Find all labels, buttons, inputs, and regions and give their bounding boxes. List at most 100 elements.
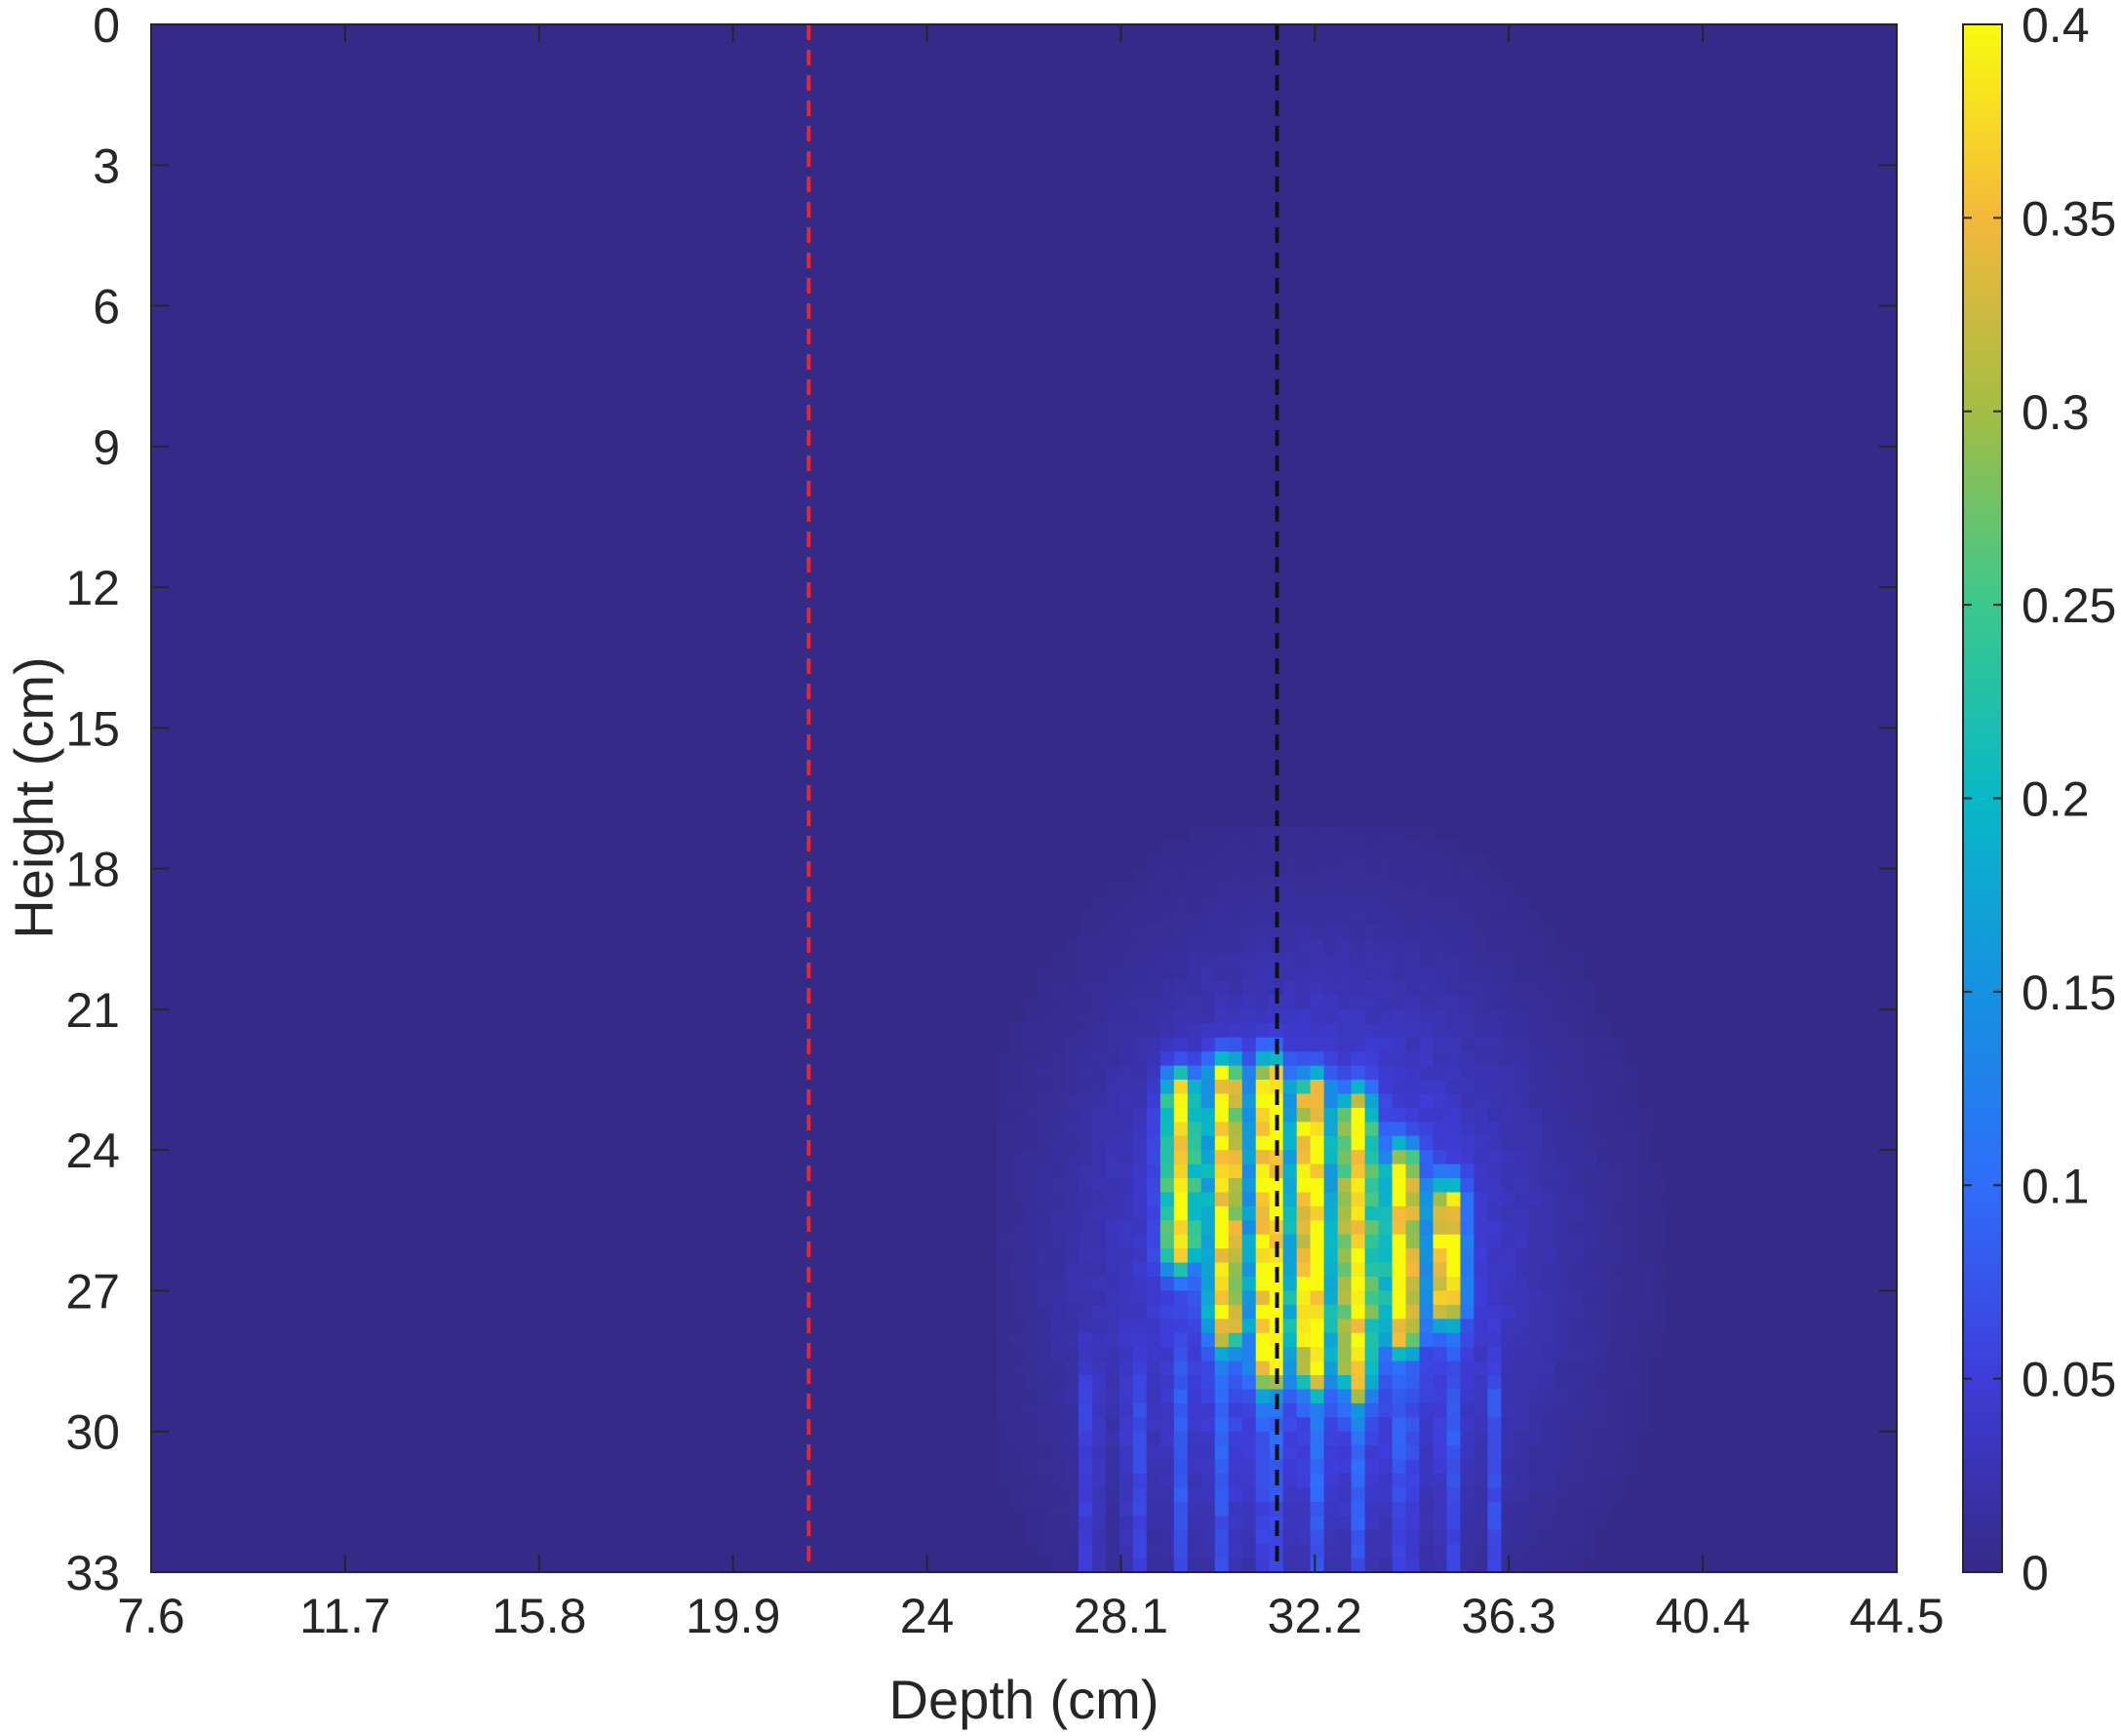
- heatmap-cell: [1514, 1516, 1530, 1531]
- heatmap-cell: [1282, 1445, 1298, 1461]
- heatmap-cell: [1460, 1248, 1475, 1264]
- heatmap-cell: [1010, 1319, 1025, 1334]
- heatmap-cell: [1405, 1375, 1421, 1391]
- heatmap-cell: [1255, 1474, 1271, 1489]
- heatmap-cell: [1146, 925, 1161, 940]
- heatmap-cell: [1296, 910, 1312, 926]
- heatmap-cell: [1119, 1375, 1134, 1391]
- heatmap-cell: [1378, 938, 1394, 954]
- heatmap-cell: [1050, 1417, 1066, 1433]
- heatmap-cell: [1569, 1389, 1584, 1404]
- heatmap-cell: [1064, 1051, 1080, 1067]
- heatmap-cell: [1446, 1487, 1462, 1503]
- heatmap-cell: [1119, 1459, 1134, 1475]
- heatmap-cell: [1419, 1375, 1434, 1391]
- heatmap-cell: [997, 1347, 1011, 1362]
- heatmap-cell: [1583, 1529, 1597, 1545]
- heatmap-cell: [1501, 1080, 1516, 1095]
- heatmap-cell: [1433, 1150, 1448, 1165]
- heatmap-cell: [1132, 1487, 1148, 1503]
- heatmap-cell: [1037, 1290, 1052, 1306]
- heatmap-cell: [1091, 1220, 1107, 1236]
- heatmap-cell: [1064, 1150, 1080, 1165]
- heatmap-cell: [1528, 981, 1543, 997]
- heatmap-cell: [1064, 1234, 1080, 1249]
- heatmap-cell: [1514, 1065, 1530, 1081]
- heatmap-cell: [1583, 1051, 1597, 1067]
- heatmap-cell: [1651, 1178, 1666, 1194]
- heatmap-cell: [1392, 995, 1407, 1010]
- heatmap-cell: [1337, 925, 1353, 940]
- heatmap-cell: [1241, 1347, 1257, 1362]
- heatmap-cell: [1187, 1107, 1202, 1123]
- heatmap-cell: [1583, 1487, 1597, 1503]
- heatmap-cell: [1200, 1417, 1216, 1433]
- heatmap-cell: [1433, 1501, 1448, 1517]
- heatmap-cell: [1119, 1402, 1134, 1418]
- heatmap-cell: [1542, 1205, 1556, 1221]
- heatmap-cell: [1323, 1417, 1339, 1433]
- heatmap-cell: [1337, 1107, 1353, 1123]
- heatmap-cell: [1433, 1234, 1448, 1249]
- heatmap-cell: [997, 1389, 1011, 1404]
- heatmap-cell: [1460, 1417, 1475, 1433]
- heatmap-cell: [1364, 1178, 1380, 1194]
- heatmap-cell: [1419, 826, 1434, 842]
- heatmap-cell: [1378, 1290, 1394, 1306]
- heatmap-cell: [1528, 953, 1543, 968]
- heatmap-cell: [1228, 953, 1243, 968]
- heatmap-cell: [1460, 1065, 1475, 1081]
- heatmap-cell: [1514, 1107, 1530, 1123]
- heatmap-cell: [1487, 1319, 1503, 1334]
- heatmap-cell: [1378, 1516, 1394, 1531]
- heatmap-cell: [1583, 1516, 1597, 1531]
- heatmap-cell: [1351, 1501, 1366, 1517]
- heatmap-cell: [1569, 1361, 1584, 1376]
- heatmap-cell: [1064, 1107, 1080, 1123]
- heatmap-cell: [1392, 1107, 1407, 1123]
- heatmap-cell: [1460, 1431, 1475, 1446]
- heatmap-cell: [1255, 1402, 1271, 1418]
- heatmap-cell: [1351, 883, 1366, 898]
- heatmap-cell: [1392, 1008, 1407, 1024]
- heatmap-cell: [1064, 1375, 1080, 1391]
- heatmap-cell: [1296, 1178, 1312, 1194]
- heatmap-cell: [1487, 896, 1503, 912]
- heatmap-cell: [1064, 938, 1080, 954]
- heatmap-cell: [1473, 868, 1489, 884]
- heatmap-cell: [1241, 883, 1257, 898]
- heatmap-cell: [1501, 1501, 1516, 1517]
- heatmap-cell: [1187, 1164, 1202, 1179]
- heatmap-cell: [1596, 1023, 1611, 1039]
- heatmap-cell: [1473, 967, 1489, 982]
- heatmap-cell: [1173, 1065, 1189, 1081]
- heatmap-cell: [1159, 1529, 1175, 1545]
- heatmap-cell: [1569, 1192, 1584, 1207]
- heatmap-cell: [1091, 925, 1107, 940]
- heatmap-cell: [1024, 1248, 1039, 1264]
- heatmap-cell: [1542, 1361, 1556, 1376]
- heatmap-cell: [1460, 1516, 1475, 1531]
- heatmap-cell: [1200, 1205, 1216, 1221]
- heatmap-cell: [1269, 1205, 1284, 1221]
- heatmap-cell: [1637, 1107, 1652, 1123]
- heatmap-cell: [1419, 1544, 1434, 1559]
- heatmap-cell: [1255, 1277, 1271, 1292]
- heatmap-cell: [1187, 981, 1202, 997]
- heatmap-cell: [1433, 1445, 1448, 1461]
- heatmap-cell: [1351, 1431, 1366, 1446]
- heatmap-cell: [1296, 1023, 1312, 1039]
- heatmap-cell: [1255, 1516, 1271, 1531]
- heatmap-cell: [1173, 1107, 1189, 1123]
- heatmap-cell: [1105, 1544, 1120, 1559]
- heatmap-cell: [997, 1122, 1011, 1137]
- heatmap-cell: [1528, 1558, 1543, 1572]
- heatmap-cell: [1596, 1164, 1611, 1179]
- heatmap-cell: [1583, 1037, 1597, 1052]
- heatmap-cell: [1460, 1304, 1475, 1320]
- heatmap-cell: [1542, 1347, 1556, 1362]
- heatmap-cell: [1392, 1332, 1407, 1348]
- heatmap-cell: [1460, 1234, 1475, 1249]
- heatmap-cell: [1405, 1080, 1421, 1095]
- heatmap-cell: [1392, 883, 1407, 898]
